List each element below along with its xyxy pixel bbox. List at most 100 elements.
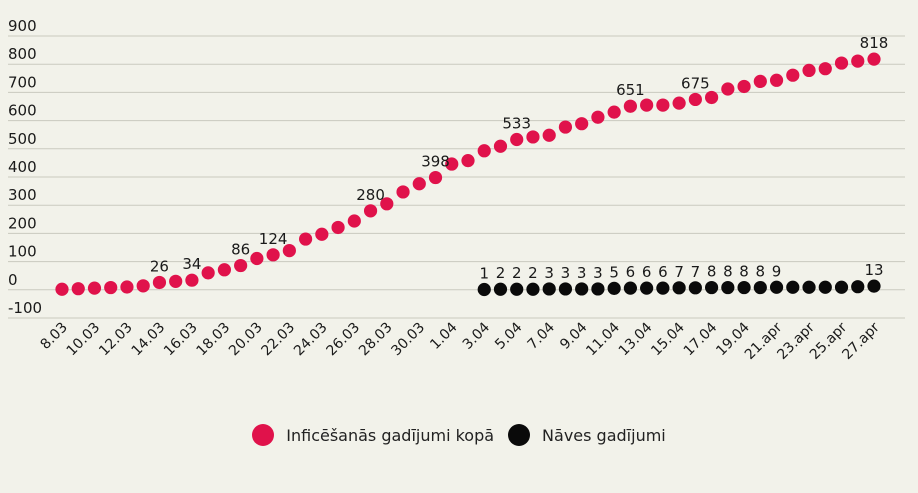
- deaths-data-label: 7: [691, 263, 701, 281]
- legend-deaths-dot-icon: [508, 424, 531, 446]
- x-tick-label: 18.03: [194, 320, 234, 360]
- cases-point: [217, 263, 231, 277]
- deaths-point: [623, 281, 638, 295]
- legend-item-deaths[interactable]: Nāves gadījumi: [508, 424, 666, 446]
- cases-data-label: 86: [231, 241, 250, 259]
- cases-point: [656, 98, 670, 112]
- deaths-data-label: 8: [739, 263, 749, 281]
- y-tick-label: 900: [8, 17, 37, 35]
- deaths-data-label: 1: [479, 265, 489, 283]
- x-tick-label: 12.03: [96, 320, 136, 360]
- cases-data-label: 818: [860, 34, 889, 52]
- cases-point: [607, 105, 621, 119]
- x-tick-label: 5.04: [492, 319, 525, 352]
- y-tick-label: -100: [8, 299, 42, 317]
- deaths-data-label: 2: [528, 264, 538, 282]
- x-tick-label: 3.04: [460, 319, 493, 352]
- x-tick-label: 20.03: [226, 320, 266, 360]
- cases-point: [315, 227, 329, 241]
- cases-point: [71, 282, 85, 296]
- cases-point: [623, 99, 638, 113]
- x-tick-label: 13.04: [616, 319, 656, 359]
- y-tick-label: 600: [8, 102, 37, 120]
- y-tick-label: 300: [8, 186, 37, 204]
- cases-point: [347, 214, 361, 228]
- cases-point: [851, 54, 865, 68]
- x-tick-label: 27.apr: [839, 319, 883, 363]
- deaths-point: [834, 280, 849, 294]
- cases-point: [834, 56, 849, 70]
- deaths-point: [656, 281, 670, 295]
- cases-point: [363, 204, 378, 218]
- legend-deaths-label: Nāves gadījumi: [542, 425, 666, 445]
- x-tick-label: 1.04: [427, 319, 460, 352]
- deaths-point: [607, 281, 621, 295]
- cases-point: [753, 74, 767, 89]
- cases-data-label: 124: [259, 230, 288, 248]
- cases-point: [769, 73, 784, 87]
- cases-point: [55, 282, 69, 296]
- cases-point: [526, 130, 540, 144]
- deaths-point: [851, 280, 865, 294]
- y-tick-label: 700: [8, 73, 37, 91]
- deaths-data-label: 13: [864, 261, 883, 279]
- cases-point: [510, 132, 524, 147]
- deaths-data-label: 6: [626, 263, 636, 281]
- x-tick-label: 24.03: [291, 320, 331, 360]
- deaths-point: [493, 282, 508, 296]
- deaths-point: [640, 281, 654, 295]
- cases-point: [575, 117, 589, 131]
- cases-data-label: 533: [502, 114, 531, 132]
- x-tick-label: 28.03: [356, 320, 396, 360]
- cases-point: [705, 90, 719, 105]
- deaths-data-label: 8: [707, 263, 717, 281]
- cases-point: [201, 266, 215, 280]
- x-tick-label: 22.03: [259, 320, 299, 360]
- deaths-point: [510, 282, 524, 296]
- cases-data-label: 398: [421, 153, 450, 171]
- deaths-data-label: 3: [593, 264, 603, 282]
- cases-point: [542, 128, 556, 142]
- deaths-point: [591, 282, 605, 296]
- deaths-data-label: 8: [723, 263, 733, 281]
- y-tick-label: 100: [8, 243, 37, 261]
- cases-point: [412, 177, 426, 191]
- legend-item-cases[interactable]: Inficēšanās gadījumi kopā: [252, 424, 494, 446]
- cases-point: [169, 274, 183, 288]
- cases-point: [786, 68, 800, 82]
- deaths-point: [688, 281, 702, 295]
- deaths-data-label: 8: [756, 263, 766, 281]
- deaths-point: [802, 280, 816, 294]
- deaths-data-label: 6: [642, 263, 652, 281]
- legend: Inficēšanās gadījumi kopā Nāves gadījumi: [0, 424, 918, 446]
- deaths-data-label: 3: [561, 264, 571, 282]
- x-tick-label: 17.04: [681, 319, 721, 359]
- cases-point: [558, 120, 573, 134]
- cases-data-label: 280: [356, 186, 385, 204]
- x-tick-label: 11.04: [583, 319, 623, 359]
- cases-point: [477, 144, 491, 158]
- deaths-data-label: 3: [544, 264, 554, 282]
- cases-point: [87, 281, 102, 295]
- cases-point: [152, 275, 167, 290]
- cases-point: [396, 185, 410, 199]
- chart-svg: 9008007006005004003002001000-1008.0310.0…: [8, 17, 905, 363]
- cases-point: [640, 98, 654, 112]
- cases-point: [818, 62, 832, 76]
- cases-point: [104, 280, 118, 295]
- x-tick-label: 7.04: [525, 319, 558, 352]
- y-tick-label: 400: [8, 158, 37, 176]
- deaths-data-label: 2: [496, 264, 506, 282]
- y-tick-label: 800: [8, 45, 37, 63]
- legend-cases-dot-icon: [252, 424, 275, 446]
- deaths-point: [477, 282, 491, 297]
- cases-point: [234, 258, 248, 273]
- cases-point: [672, 96, 686, 110]
- deaths-point: [818, 280, 832, 294]
- cases-data-label: 675: [681, 74, 710, 92]
- deaths-data-label: 3: [577, 264, 587, 282]
- cases-point: [737, 79, 751, 94]
- y-tick-label: 0: [8, 271, 18, 289]
- deaths-data-label: 7: [674, 263, 684, 281]
- cases-point: [380, 197, 394, 211]
